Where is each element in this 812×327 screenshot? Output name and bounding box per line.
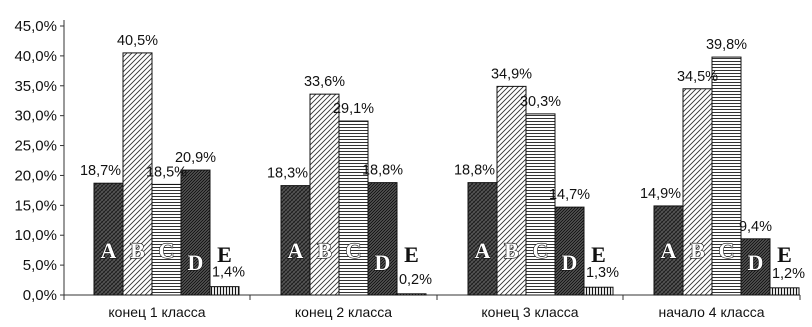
y-tick-label: 20,0% — [14, 167, 57, 184]
y-tick-label: 45,0% — [14, 18, 57, 35]
y-tick-label: 30,0% — [14, 108, 57, 125]
data-label-e: 0,2% — [399, 272, 432, 288]
data-label-d: 9,4% — [739, 219, 772, 235]
bar-a — [467, 182, 498, 296]
series-letter-b: B — [317, 238, 332, 263]
y-tick-label: 15,0% — [14, 197, 57, 214]
series-letter-d: D — [562, 250, 578, 275]
axes: 0,0% 5,0% 10,0% 15,0% 20,0% 25,0% 30,0% 35,0% 40… — [14, 18, 801, 320]
bar-b — [496, 85, 527, 296]
series-letter-b: B — [504, 238, 519, 263]
data-label-a: 18,7% — [80, 163, 121, 179]
bar-d — [180, 169, 211, 296]
series-letter-a: A — [475, 238, 491, 263]
series-letter-c: C — [346, 238, 362, 263]
bar-b — [682, 88, 713, 296]
series-letter-a: A — [661, 238, 677, 263]
data-label-a: 14,9% — [640, 186, 681, 202]
x-category-label: конец 2 класса — [295, 304, 392, 320]
series-letter-d: D — [748, 250, 764, 275]
data-label-d: 14,7% — [549, 187, 590, 203]
data-label-e: 1,4% — [212, 265, 245, 281]
series-letter-c: C — [159, 238, 175, 263]
series-letter-e: E — [217, 242, 232, 267]
bar-b — [122, 52, 153, 296]
x-category-label: конец 3 класса — [481, 304, 578, 320]
data-label-b: 34,5% — [677, 69, 718, 85]
bar-a — [653, 205, 684, 296]
data-label-c: 18,5% — [146, 164, 187, 180]
bar-d — [740, 238, 771, 296]
data-label-d: 20,9% — [175, 150, 216, 166]
series-letter-d: D — [375, 250, 391, 275]
bar-e — [583, 286, 614, 296]
series-letter-e: E — [777, 242, 792, 267]
data-labels: A A A AB B B BC C C CD D D DE E E E18,7% 18,3% 18,8%14,9%… — [80, 33, 805, 288]
data-label-c: 29,1% — [333, 101, 374, 117]
y-tick-label: 25,0% — [14, 138, 57, 155]
series-letter-a: A — [288, 238, 304, 263]
x-category-label: конец 1 класса — [108, 304, 205, 320]
bar-d — [367, 182, 398, 296]
y-tick-label: 5,0% — [23, 257, 57, 274]
data-label-b: 40,5% — [117, 33, 158, 49]
x-category-label: начало 4 класса — [659, 304, 765, 320]
bar-a — [280, 185, 311, 296]
data-label-e: 1,3% — [586, 265, 619, 281]
series-letter-b: B — [690, 238, 705, 263]
series-letter-a: A — [101, 238, 117, 263]
y-tick-label: 10,0% — [14, 227, 57, 244]
series-letter-c: C — [533, 238, 549, 263]
data-label-b: 33,6% — [304, 74, 345, 90]
y-tick-label: 0,0% — [23, 287, 57, 304]
data-label-a: 18,3% — [267, 166, 308, 182]
bar-e — [209, 286, 240, 296]
data-label-b: 34,9% — [491, 66, 532, 82]
bar-c — [338, 120, 369, 296]
data-label-e: 1,2% — [772, 266, 805, 282]
y-tick-label: 40,0% — [14, 48, 57, 65]
data-label-d: 18,8% — [362, 163, 403, 179]
series-letter-c: C — [719, 238, 735, 263]
series-letter-b: B — [130, 238, 145, 263]
y-tick-label: 35,0% — [14, 78, 57, 95]
data-label-a: 18,8% — [454, 163, 495, 179]
bar-c — [151, 183, 182, 296]
bar-e — [769, 287, 800, 296]
series-letter-e: E — [404, 242, 419, 267]
bar-a — [93, 182, 124, 296]
series-letter-d: D — [188, 250, 204, 275]
series-letter-e: E — [591, 242, 606, 267]
data-label-c: 39,8% — [706, 37, 747, 53]
bar-c — [711, 56, 742, 296]
bar-d — [554, 206, 585, 296]
bar-e — [396, 293, 427, 296]
bars — [93, 52, 800, 296]
data-label-c: 30,3% — [520, 94, 561, 110]
bar-c — [525, 113, 556, 296]
bar-b — [309, 93, 340, 296]
